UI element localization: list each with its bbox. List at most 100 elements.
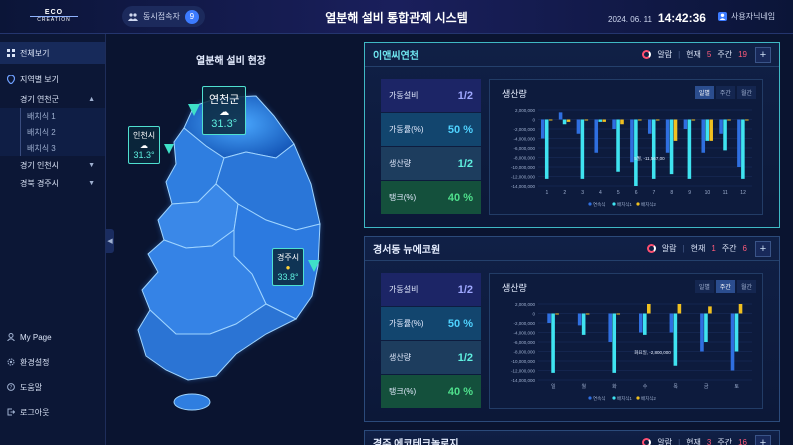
bar-연속식[interactable] — [669, 313, 674, 333]
bar-연속식[interactable] — [547, 313, 551, 324]
map-region-south[interactable] — [137, 303, 298, 381]
bar-배치식2[interactable] — [738, 304, 743, 314]
bar-배치식1[interactable] — [669, 119, 674, 175]
bar-배치식2[interactable] — [677, 304, 682, 314]
kpi-list: 가동설비 1/2 가동률(%) 50 % 생산량 1/2 탱크(%) 40 % — [381, 273, 481, 409]
bar-배치식2[interactable] — [638, 119, 642, 121]
bar-배치식2[interactable] — [616, 313, 621, 315]
bar-연속식[interactable] — [558, 112, 563, 120]
bar-배치식1[interactable] — [643, 313, 647, 335]
bar-배치식1[interactable] — [734, 313, 739, 352]
bar-배치식2[interactable] — [673, 119, 678, 141]
facility-batch-2[interactable]: 배치식 2 — [20, 124, 105, 140]
bar-연속식[interactable] — [594, 119, 599, 153]
bar-배치식1[interactable] — [634, 119, 638, 187]
bar-배치식1[interactable] — [616, 119, 620, 172]
bar-연속식[interactable] — [608, 313, 613, 343]
bar-배치식1[interactable] — [651, 119, 656, 179]
bar-연속식[interactable] — [700, 313, 704, 352]
map-pin-incheon[interactable] — [164, 144, 174, 154]
logo[interactable]: ECO CREATION — [30, 9, 78, 24]
alarm-stats[interactable]: 알람 | 현재 5 주간 19 — [642, 49, 747, 60]
bar-배치식2[interactable] — [727, 119, 731, 121]
bar-연속식[interactable] — [577, 313, 582, 326]
bar-배치식2[interactable] — [584, 119, 589, 121]
bar-연속식[interactable] — [639, 313, 643, 333]
bar-연속식[interactable] — [701, 119, 706, 153]
legend-swatch — [588, 396, 592, 400]
expand-button[interactable]: + — [755, 240, 771, 257]
bar-연속식[interactable] — [540, 119, 545, 139]
period-tab[interactable]: 일별 — [694, 86, 714, 99]
bar-배치식2[interactable] — [709, 119, 713, 141]
sidebar-item-mypage[interactable]: My Page — [0, 326, 106, 348]
bar-연속식[interactable] — [683, 119, 688, 130]
map-region-jeju[interactable] — [173, 393, 211, 411]
region-yeoncheon[interactable]: 경기 연천군 ▲ — [0, 90, 105, 108]
map-callout-yeoncheon[interactable]: 연천군 ☁ 31.3° — [202, 86, 247, 135]
bar-배치식2[interactable] — [691, 119, 696, 121]
region-incheon[interactable]: 경기 인천시 ▼ — [0, 156, 105, 174]
bar-배치식1[interactable] — [598, 119, 602, 122]
site-name[interactable]: 이앤씨연천 — [373, 51, 419, 62]
sidebar-item-help[interactable]: ? 도움말 — [0, 376, 106, 398]
site-name[interactable]: 경주 에코테크놀로지 — [373, 439, 459, 445]
bar-배치식1[interactable] — [581, 313, 586, 335]
facility-batch-3[interactable]: 배치식 3 — [20, 140, 105, 156]
bar-연속식[interactable] — [647, 119, 652, 134]
bar-배치식2[interactable] — [655, 119, 660, 121]
bar-배치식2[interactable] — [647, 304, 651, 314]
period-tab[interactable]: 주간 — [715, 86, 735, 99]
map-pin-gyeongju[interactable] — [308, 260, 320, 272]
bar-연속식[interactable] — [576, 119, 581, 134]
bar-배치식1[interactable] — [723, 119, 727, 151]
bar-배치식1[interactable] — [673, 313, 678, 366]
period-tab[interactable]: 월간 — [736, 86, 756, 99]
bar-배치식2[interactable] — [566, 119, 571, 122]
alarm-stats[interactable]: 알람 | 현재 1 주간 6 — [646, 243, 747, 254]
site-name[interactable]: 경서동 뉴에코원 — [373, 245, 441, 256]
bar-배치식1[interactable] — [687, 119, 692, 179]
user-menu[interactable]: 사용자닉네임 — [718, 11, 775, 22]
bar-배치식2[interactable] — [620, 119, 624, 125]
map-callout-incheon[interactable]: 인천시 ☁ 31.3° — [128, 126, 161, 164]
bar-배치식2[interactable] — [585, 313, 590, 315]
period-tab[interactable]: 주간 — [715, 280, 735, 293]
map-pin-yeoncheon[interactable] — [188, 104, 200, 116]
bar-연속식[interactable] — [630, 119, 634, 163]
legend-label: 연속식 — [593, 201, 605, 208]
region-gyeongju[interactable]: 경북 경주시 ▼ — [0, 174, 105, 192]
bar-배치식1[interactable] — [704, 313, 708, 343]
sidebar-item-regions[interactable]: 지역별 보기 — [0, 68, 105, 90]
facility-batch-1[interactable]: 배치식 1 — [20, 108, 105, 124]
grid-icon — [7, 49, 15, 57]
bar-배치식1[interactable] — [551, 313, 555, 373]
bar-배치식1[interactable] — [562, 119, 567, 125]
sidebar-item-settings[interactable]: 환경설정 — [0, 351, 106, 373]
sidebar-item-overview[interactable]: 전체보기 — [0, 42, 105, 64]
bar-배치식1[interactable] — [580, 119, 585, 179]
bar-배치식1[interactable] — [612, 313, 617, 373]
period-tab[interactable]: 월간 — [736, 280, 756, 293]
sidebar-collapse-button[interactable]: ◀ — [106, 229, 114, 253]
bar-연속식[interactable] — [730, 313, 735, 371]
bar-연속식[interactable] — [737, 119, 741, 168]
map-callout-gyeongju[interactable]: 경주시 ● 33.8° — [272, 248, 305, 286]
alarm-stats[interactable]: 알람 | 현재 3 주간 16 — [642, 437, 747, 445]
bar-배치식2[interactable] — [745, 119, 749, 121]
bar-배치식1[interactable] — [705, 119, 709, 141]
bar-배치식2[interactable] — [548, 119, 553, 121]
bar-배치식2[interactable] — [602, 119, 606, 122]
sidebar-item-logout[interactable]: 로그아웃 — [0, 401, 106, 423]
period-tab[interactable]: 일별 — [694, 280, 714, 293]
bar-배치식2[interactable] — [708, 306, 712, 314]
bar-배치식1[interactable] — [544, 119, 549, 179]
expand-button[interactable]: + — [755, 434, 771, 445]
bar-연속식[interactable] — [719, 119, 723, 134]
bar-연속식[interactable] — [612, 119, 616, 130]
bar-배치식1[interactable] — [741, 119, 745, 179]
bar-연속식[interactable] — [665, 119, 670, 153]
expand-button[interactable]: + — [755, 46, 771, 63]
concurrent-users-chip[interactable]: 동시접속자 9 — [122, 6, 205, 27]
bar-배치식2[interactable] — [555, 313, 559, 315]
